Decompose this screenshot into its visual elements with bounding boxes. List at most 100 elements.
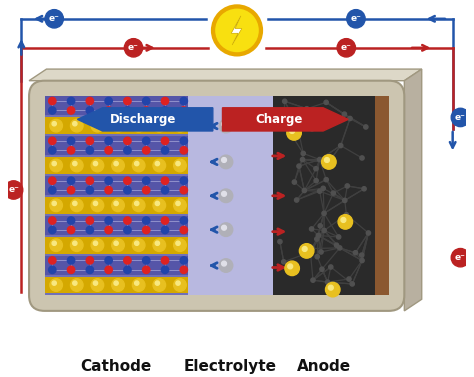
Circle shape <box>132 199 145 211</box>
Circle shape <box>360 156 364 160</box>
Circle shape <box>161 266 169 274</box>
Circle shape <box>124 147 131 154</box>
Circle shape <box>161 226 169 234</box>
Circle shape <box>360 253 364 257</box>
Circle shape <box>132 239 145 251</box>
Circle shape <box>451 248 470 267</box>
Polygon shape <box>45 176 188 195</box>
Circle shape <box>86 187 93 194</box>
Text: e⁻: e⁻ <box>8 185 19 195</box>
Circle shape <box>301 158 305 162</box>
Circle shape <box>155 122 159 126</box>
Circle shape <box>105 217 112 224</box>
Polygon shape <box>188 96 273 296</box>
Circle shape <box>288 130 292 135</box>
Circle shape <box>288 264 292 269</box>
Circle shape <box>93 241 98 245</box>
Circle shape <box>347 277 351 281</box>
Circle shape <box>105 97 112 105</box>
Circle shape <box>71 199 83 211</box>
Circle shape <box>124 107 131 114</box>
Circle shape <box>153 279 165 291</box>
Circle shape <box>93 201 98 205</box>
Circle shape <box>318 158 322 162</box>
Circle shape <box>67 266 75 274</box>
Circle shape <box>143 97 150 105</box>
Circle shape <box>219 119 233 133</box>
Circle shape <box>362 187 366 191</box>
Circle shape <box>214 7 260 54</box>
Circle shape <box>326 282 340 297</box>
FancyBboxPatch shape <box>29 81 404 311</box>
Circle shape <box>310 227 314 231</box>
Circle shape <box>91 239 104 251</box>
Circle shape <box>52 281 56 285</box>
Circle shape <box>180 107 188 114</box>
Circle shape <box>143 107 150 114</box>
Circle shape <box>91 120 104 132</box>
Circle shape <box>86 107 93 114</box>
Circle shape <box>173 199 186 211</box>
Circle shape <box>71 239 83 251</box>
Circle shape <box>219 155 233 169</box>
Circle shape <box>338 143 343 148</box>
Circle shape <box>112 159 124 172</box>
Circle shape <box>155 241 159 245</box>
Circle shape <box>308 250 312 254</box>
Circle shape <box>112 239 124 251</box>
Circle shape <box>132 279 145 291</box>
Circle shape <box>176 201 180 205</box>
Circle shape <box>319 250 323 254</box>
Circle shape <box>451 108 470 127</box>
Circle shape <box>161 137 169 144</box>
Circle shape <box>52 201 56 205</box>
Circle shape <box>112 279 124 291</box>
Circle shape <box>52 122 56 126</box>
Circle shape <box>326 280 330 284</box>
Circle shape <box>143 217 150 224</box>
Circle shape <box>153 199 165 211</box>
Circle shape <box>105 137 112 144</box>
Circle shape <box>124 187 131 194</box>
Circle shape <box>71 279 83 291</box>
Polygon shape <box>29 69 422 81</box>
Circle shape <box>86 147 93 154</box>
Circle shape <box>143 177 150 184</box>
Circle shape <box>143 257 150 264</box>
Circle shape <box>211 4 263 57</box>
Circle shape <box>343 198 347 202</box>
Circle shape <box>86 226 93 234</box>
Circle shape <box>278 239 282 244</box>
Circle shape <box>45 9 64 28</box>
Circle shape <box>86 177 93 184</box>
Circle shape <box>219 223 233 236</box>
Circle shape <box>337 246 342 250</box>
Circle shape <box>73 241 77 245</box>
Circle shape <box>105 177 112 184</box>
Circle shape <box>331 191 336 195</box>
Circle shape <box>290 129 294 133</box>
Circle shape <box>155 201 159 205</box>
Circle shape <box>322 155 336 169</box>
Text: Electrolyte: Electrolyte <box>184 359 277 374</box>
Circle shape <box>50 199 63 211</box>
Circle shape <box>173 159 186 172</box>
Circle shape <box>310 127 314 131</box>
Circle shape <box>180 187 188 194</box>
Polygon shape <box>45 216 188 235</box>
Circle shape <box>173 239 186 251</box>
Circle shape <box>180 257 188 264</box>
Circle shape <box>222 192 227 196</box>
Circle shape <box>364 125 368 129</box>
Circle shape <box>50 279 63 291</box>
Circle shape <box>67 187 75 194</box>
Circle shape <box>49 217 56 224</box>
Circle shape <box>322 211 326 216</box>
Text: Discharge: Discharge <box>110 113 176 126</box>
Text: Charge: Charge <box>256 113 303 126</box>
Circle shape <box>315 254 319 259</box>
Circle shape <box>295 124 300 128</box>
Circle shape <box>222 261 227 266</box>
Circle shape <box>366 231 371 235</box>
Circle shape <box>73 201 77 205</box>
